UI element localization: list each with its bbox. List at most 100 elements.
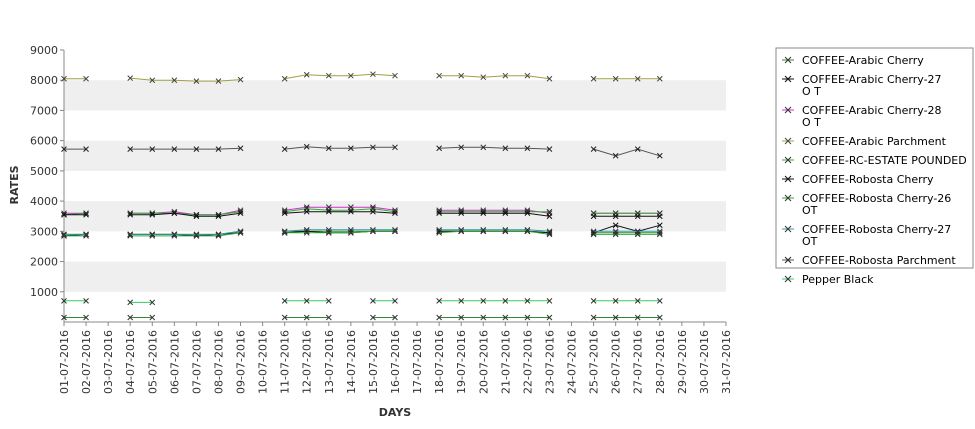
data-point xyxy=(546,75,553,82)
data-point xyxy=(127,314,134,321)
x-tick-label: 07-07-2016 xyxy=(190,330,203,394)
data-point xyxy=(127,211,134,218)
series-6 xyxy=(61,208,663,220)
series-lines xyxy=(61,71,663,321)
x-tick-label: 09-07-2016 xyxy=(235,330,248,394)
x-tick-label: 02-07-2016 xyxy=(80,330,93,394)
data-point xyxy=(524,145,531,152)
legend-swatch-marker xyxy=(784,106,792,114)
data-point xyxy=(546,146,553,152)
data-point xyxy=(149,77,156,84)
data-point xyxy=(61,314,67,321)
x-tick-label: 14-07-2016 xyxy=(345,330,358,394)
y-tick-label: 2000 xyxy=(30,256,58,269)
data-point xyxy=(436,297,442,304)
x-tick-label: 23-07-2016 xyxy=(543,330,556,394)
x-tick-label: 29-07-2016 xyxy=(676,330,689,394)
data-point xyxy=(281,210,288,217)
data-point xyxy=(480,297,487,304)
data-point xyxy=(524,226,531,233)
data-point xyxy=(171,77,178,84)
series-line xyxy=(130,147,241,150)
series-4 xyxy=(61,71,663,84)
series-11 xyxy=(61,314,663,321)
data-point xyxy=(458,144,465,151)
legend-label: O T xyxy=(802,116,821,129)
data-point xyxy=(612,152,619,159)
y-tick-label: 3000 xyxy=(30,225,58,238)
data-point xyxy=(524,314,531,321)
legend-label: COFFEE-Arabic Cherry-27 xyxy=(802,73,942,86)
series-line xyxy=(439,229,550,232)
data-point xyxy=(634,228,641,235)
series-line xyxy=(130,77,241,82)
legend-swatch-marker xyxy=(784,225,792,233)
data-point xyxy=(215,213,222,220)
data-point xyxy=(325,314,332,321)
x-tick-label: 11-07-2016 xyxy=(279,330,292,394)
data-point xyxy=(348,208,354,215)
data-point xyxy=(436,226,442,233)
x-tick-label: 05-07-2016 xyxy=(146,330,159,394)
grid-band xyxy=(64,140,726,171)
x-axis-title: DAYS xyxy=(379,406,412,419)
y-tick-label: 7000 xyxy=(30,104,58,117)
data-point xyxy=(61,146,67,152)
data-point xyxy=(83,211,89,218)
x-tick-label: 27-07-2016 xyxy=(632,330,645,394)
data-point xyxy=(281,75,288,82)
x-tick-label: 18-07-2016 xyxy=(433,330,446,394)
data-point xyxy=(634,75,641,82)
data-point xyxy=(546,208,553,215)
data-point xyxy=(149,299,156,306)
legend-label: OT xyxy=(802,204,818,217)
data-point xyxy=(656,75,663,82)
legend-item: COFFEE-RC-ESTATE POUNDED xyxy=(782,154,967,167)
y-tick-label: 4000 xyxy=(30,195,58,208)
data-point xyxy=(127,75,134,81)
y-tick-label: 8000 xyxy=(30,74,58,87)
data-point xyxy=(370,226,376,233)
x-tick-label: 15-07-2016 xyxy=(367,330,380,394)
data-point xyxy=(590,228,597,235)
data-point xyxy=(392,314,398,321)
data-point xyxy=(237,76,244,83)
x-tick-label: 25-07-2016 xyxy=(588,330,601,394)
data-point xyxy=(370,71,376,78)
x-tick-label: 31-07-2016 xyxy=(720,330,733,394)
x-tick-label: 13-07-2016 xyxy=(323,330,336,394)
legend-swatch-marker xyxy=(784,137,792,145)
data-point xyxy=(546,314,553,321)
x-tick-label: 04-07-2016 xyxy=(124,330,137,394)
data-point xyxy=(436,314,442,321)
grid-band xyxy=(64,261,726,292)
data-point xyxy=(590,213,597,220)
legend-item: COFFEE-Arabic Cherry-28O T xyxy=(782,104,942,129)
legend-item: COFFEE-Arabic Cherry-27O T xyxy=(782,73,942,98)
data-point xyxy=(171,210,178,217)
data-point xyxy=(149,146,156,152)
data-point xyxy=(237,145,244,152)
data-point xyxy=(83,297,89,304)
series-line xyxy=(284,73,396,80)
data-point xyxy=(127,231,134,238)
tick-labels: 1000 2000 3000 4000 5000 6000 7000 8000 9000 01-0… xyxy=(30,44,733,394)
data-point xyxy=(193,213,200,220)
legend-item: Pepper Black xyxy=(782,273,874,286)
data-point xyxy=(348,226,354,233)
data-point xyxy=(612,314,619,321)
data-point xyxy=(656,228,663,235)
legend-item: COFFEE-Arabic Cherry xyxy=(782,54,924,67)
x-tick-label: 17-07-2016 xyxy=(411,330,424,394)
x-tick-label: 28-07-2016 xyxy=(654,330,667,394)
data-point xyxy=(392,72,398,79)
series-line xyxy=(439,75,550,80)
data-point xyxy=(480,144,487,151)
data-point xyxy=(480,226,487,233)
x-tick-label: 01-07-2016 xyxy=(58,330,71,394)
data-point xyxy=(149,211,156,218)
grid-band xyxy=(64,80,726,111)
data-point xyxy=(237,228,244,235)
